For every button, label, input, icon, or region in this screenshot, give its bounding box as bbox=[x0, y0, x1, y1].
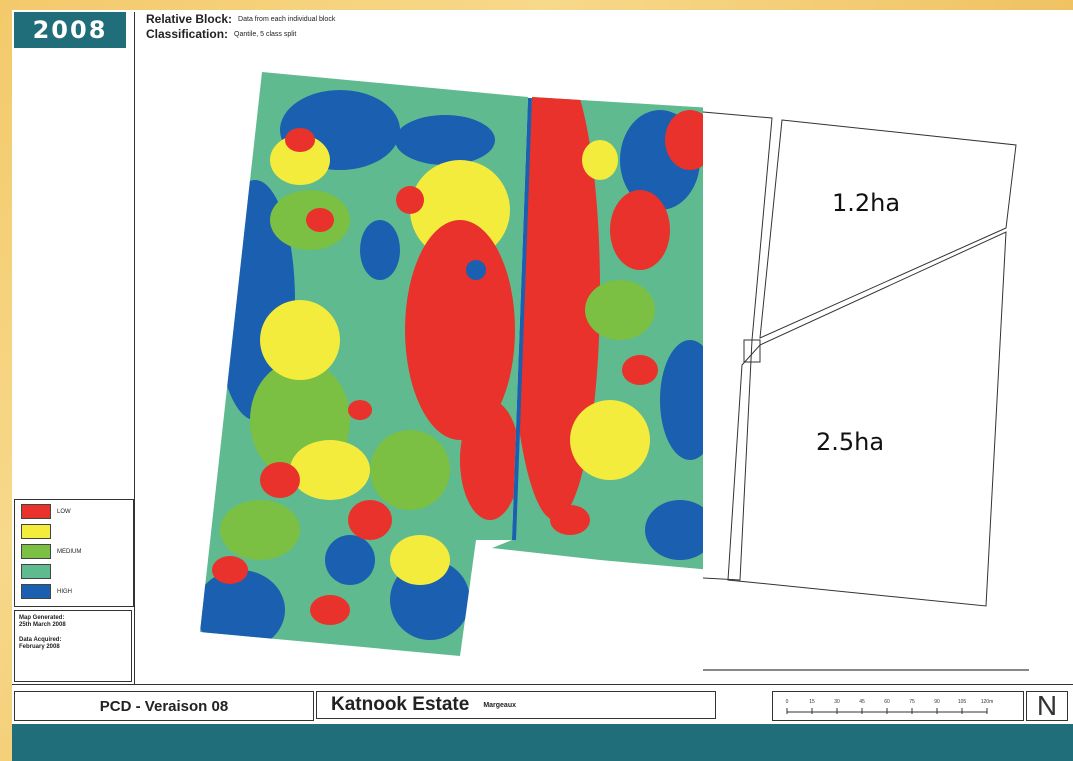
scale-label: 75 bbox=[909, 699, 915, 705]
classification-value: Qantile, 5 class split bbox=[234, 30, 297, 38]
overlay-panel bbox=[703, 100, 1073, 680]
scale-label: 0 bbox=[786, 699, 789, 705]
map-metadata: Map Generated: 25th March 2008 Data Acqu… bbox=[14, 610, 132, 682]
divider bbox=[134, 12, 135, 684]
generated-label: Map Generated: bbox=[19, 615, 65, 621]
legend-label: MEDIUM bbox=[57, 548, 82, 555]
legend-item-4 bbox=[21, 564, 57, 579]
map-title: PCD - Veraison 08 bbox=[14, 691, 314, 721]
scale-label: 30 bbox=[834, 699, 840, 705]
region-name: Margeaux bbox=[483, 701, 516, 709]
generated-value: 25th March 2008 bbox=[19, 622, 66, 628]
acquired-value: February 2008 bbox=[19, 644, 60, 650]
year-badge: 2008 bbox=[14, 12, 126, 48]
legend-label: LOW bbox=[57, 508, 71, 515]
north-arrow: N bbox=[1026, 690, 1068, 721]
map-header: Relative Block: Data from each individual… bbox=[146, 12, 335, 42]
area-label-upper: 1.2ha bbox=[832, 189, 901, 217]
scale-bar: 0 15 30 45 60 75 90 105 120m bbox=[772, 691, 1024, 721]
relative-block-label: Relative Block: bbox=[146, 12, 233, 26]
legend-swatch bbox=[21, 584, 51, 599]
overlay-line bbox=[703, 669, 1029, 671]
estate-box: Katnook Estate Margeaux bbox=[316, 691, 716, 719]
acquired-label: Data Acquired: bbox=[19, 637, 62, 643]
legend-item-medium: MEDIUM bbox=[21, 544, 81, 559]
scale-label: 105 bbox=[958, 699, 967, 705]
left-vigor-block bbox=[200, 72, 528, 656]
legend-swatch bbox=[21, 564, 51, 579]
legend-item-high: HIGH bbox=[21, 584, 72, 599]
block-outlines bbox=[702, 111, 1017, 607]
scale-label: 90 bbox=[934, 699, 940, 705]
legend-swatch bbox=[21, 504, 51, 519]
classification-label: Classification: bbox=[146, 26, 229, 41]
footer: PCD - Veraison 08 Katnook Estate Margeau… bbox=[12, 684, 1073, 726]
bottom-bar bbox=[12, 724, 1073, 761]
scale-label: 45 bbox=[859, 699, 865, 705]
scale-bar-graphic: 0 15 30 45 60 75 90 105 120m bbox=[786, 699, 994, 714]
legend-swatch bbox=[21, 524, 51, 539]
scale-label: 60 bbox=[884, 699, 890, 705]
legend-item-low: LOW bbox=[21, 504, 71, 519]
scale-label: 120m bbox=[981, 699, 994, 705]
legend-swatch bbox=[21, 544, 51, 559]
estate-name: Katnook Estate bbox=[331, 694, 470, 715]
legend-item-2 bbox=[21, 524, 57, 539]
area-label-lower: 2.5ha bbox=[816, 428, 885, 456]
legend: LOW MEDIUM HIGH bbox=[14, 499, 134, 607]
relative-block-value: Data from each individual block bbox=[238, 15, 336, 23]
legend-label: HIGH bbox=[57, 588, 72, 595]
scale-label: 15 bbox=[809, 699, 815, 705]
